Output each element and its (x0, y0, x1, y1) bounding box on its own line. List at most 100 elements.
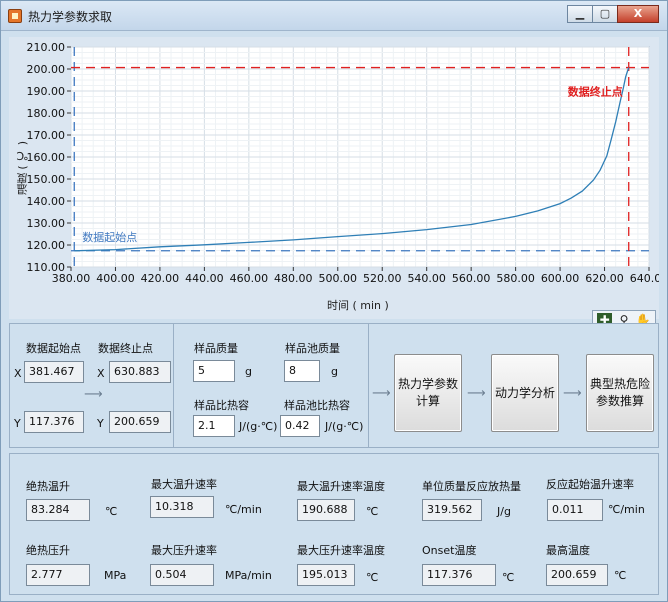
sample-mass-unit: g (245, 365, 252, 378)
y-tick-label: 130.00 (27, 217, 66, 230)
max-press-rate-temp-unit: ℃ (366, 571, 379, 584)
sample-cp-label: 样品比热容 (194, 399, 249, 412)
max-press-rate-label: 最大压升速率 (151, 544, 217, 557)
sample-mass-input[interactable]: 5 (193, 360, 235, 382)
cell-mass-unit: g (331, 365, 338, 378)
y-tick-label: 110.00 (27, 261, 66, 274)
cell-mass-label: 样品池质量 (285, 342, 340, 355)
parameter-panel: 数据起始点 数据终止点 X 381.467 X 630.883 ⟶ Y 117.… (9, 323, 659, 448)
y-tick-label: 120.00 (27, 239, 66, 252)
x-tick-label: 500.00 (319, 272, 358, 285)
x-tick-label: 420.00 (141, 272, 180, 285)
x-tick-label: 580.00 (496, 272, 535, 285)
adiabatic-temp-rise-label: 绝热温升 (26, 480, 70, 493)
max-temp-label: 最高温度 (546, 544, 590, 557)
max-temp-rate-value: 10.318 (150, 496, 214, 518)
end-y-prefix: Y (97, 417, 104, 430)
cell-mass-input[interactable]: 8 (284, 360, 320, 382)
onset-rate-unit: ℃/min (608, 503, 645, 516)
onset-rate-label: 反应起始温升速率 (546, 478, 634, 491)
y-tick-label: 190.00 (27, 85, 66, 98)
start-point-label: 数据起始点 (26, 342, 81, 355)
y-tick-label: 170.00 (27, 129, 66, 142)
thermo-calc-button[interactable]: 热力学参数 计算 (394, 354, 462, 432)
start-point-annotation: 数据起始点 (82, 230, 137, 244)
sample-cp-unit: J/(g·℃) (239, 420, 278, 433)
app-icon (8, 9, 22, 23)
y-tick-label: 140.00 (27, 195, 66, 208)
zoom-icon[interactable]: ⚲ (619, 312, 629, 327)
y-tick-label: 160.00 (27, 151, 66, 164)
temperature-chart: 380.00 400.00 420.00 440.00 460.00 480.00 500.… (9, 37, 660, 330)
adiabatic-press-rise-value: 2.777 (26, 564, 90, 586)
max-rate-temp-unit: ℃ (366, 505, 379, 518)
adiabatic-press-rise-unit: MPa (104, 569, 127, 582)
adiabatic-temp-rise-unit: ℃ (105, 505, 118, 518)
x-tick-label: 540.00 (407, 272, 446, 285)
title-bar[interactable]: 热力学参数求取 ▁ ▢ X (1, 1, 667, 31)
arrow-icon: ⟶ (467, 386, 486, 401)
onset-temp-value: 117.376 (422, 564, 496, 586)
start-x-field: 381.467 (24, 361, 84, 383)
temperature-plot[interactable]: 380.00 400.00 420.00 440.00 460.00 480.00 500.… (9, 37, 660, 319)
adiabatic-press-rise-label: 绝热压升 (26, 544, 70, 557)
max-temp-rate-unit: ℃/min (225, 503, 262, 516)
max-temp-rate-label: 最大温升速率 (151, 478, 217, 491)
x-tick-label: 640.00 (630, 272, 659, 285)
minimize-button[interactable]: ▁ (567, 5, 593, 23)
adiabatic-temp-rise-value: 83.284 (26, 499, 90, 521)
end-x-prefix: X (97, 367, 105, 380)
onset-temp-unit: ℃ (502, 571, 515, 584)
onset-rate-value: 0.011 (547, 499, 603, 521)
sample-mass-label: 样品质量 (194, 342, 238, 355)
x-tick-label: 620.00 (585, 272, 624, 285)
cell-cp-unit: J/(g·℃) (325, 420, 364, 433)
arrow-icon: ⟶ (372, 386, 391, 401)
heat-per-mass-value: 319.562 (422, 499, 482, 521)
window-controls: ▁ ▢ X (567, 5, 659, 23)
temperature-curve (74, 67, 630, 252)
maximize-button[interactable]: ▢ (592, 5, 618, 23)
y-tick-label: 210.00 (27, 41, 66, 54)
x-tick-label: 380.00 (52, 272, 91, 285)
divider (173, 324, 174, 447)
max-temp-value: 200.659 (546, 564, 608, 586)
y-axis-title: 温度 ( ℃ ) (16, 141, 29, 196)
sample-cp-input[interactable]: 2.1 (193, 415, 235, 437)
divider (368, 324, 369, 447)
arrow-icon: ⟶ (563, 386, 582, 401)
x-axis-title: 时间 ( min ) (327, 299, 389, 312)
y-tick-label: 180.00 (27, 107, 66, 120)
x-tick-label: 560.00 (452, 272, 491, 285)
max-temp-unit: ℃ (614, 569, 627, 582)
end-point-annotation: 数据终止点 (568, 85, 623, 99)
max-press-rate-temp-label: 最大压升速率温度 (297, 544, 385, 557)
heat-per-mass-label: 单位质量反应放热量 (422, 480, 521, 493)
y-tick-label: 200.00 (27, 63, 66, 76)
x-tick-label: 440.00 (185, 272, 224, 285)
x-tick-label: 600.00 (541, 272, 580, 285)
max-press-rate-unit: MPa/min (225, 569, 272, 582)
max-press-rate-value: 0.504 (150, 564, 214, 586)
start-y-prefix: Y (14, 417, 21, 430)
x-tick-label: 520.00 (363, 272, 402, 285)
hazard-params-button[interactable]: 典型热危险 参数推算 (586, 354, 654, 432)
x-tick-label: 460.00 (230, 272, 269, 285)
cell-cp-input[interactable]: 0.42 (280, 415, 320, 437)
max-press-rate-temp-value: 195.013 (297, 564, 355, 586)
x-tick-label: 480.00 (274, 272, 313, 285)
end-x-field: 630.883 (109, 361, 171, 383)
x-tick-label: 400.00 (96, 272, 135, 285)
cell-cp-label: 样品池比热容 (284, 399, 350, 412)
heat-per-mass-unit: J/g (497, 505, 511, 518)
start-y-field: 117.376 (24, 411, 84, 433)
end-y-field: 200.659 (109, 411, 171, 433)
start-x-prefix: X (14, 367, 22, 380)
kinetics-button[interactable]: 动力学分析 (491, 354, 559, 432)
max-rate-temp-label: 最大温升速率温度 (297, 480, 385, 493)
close-button[interactable]: X (617, 5, 659, 23)
window-title: 热力学参数求取 (28, 10, 113, 24)
max-rate-temp-value: 190.688 (297, 499, 355, 521)
end-point-label: 数据终止点 (98, 342, 153, 355)
